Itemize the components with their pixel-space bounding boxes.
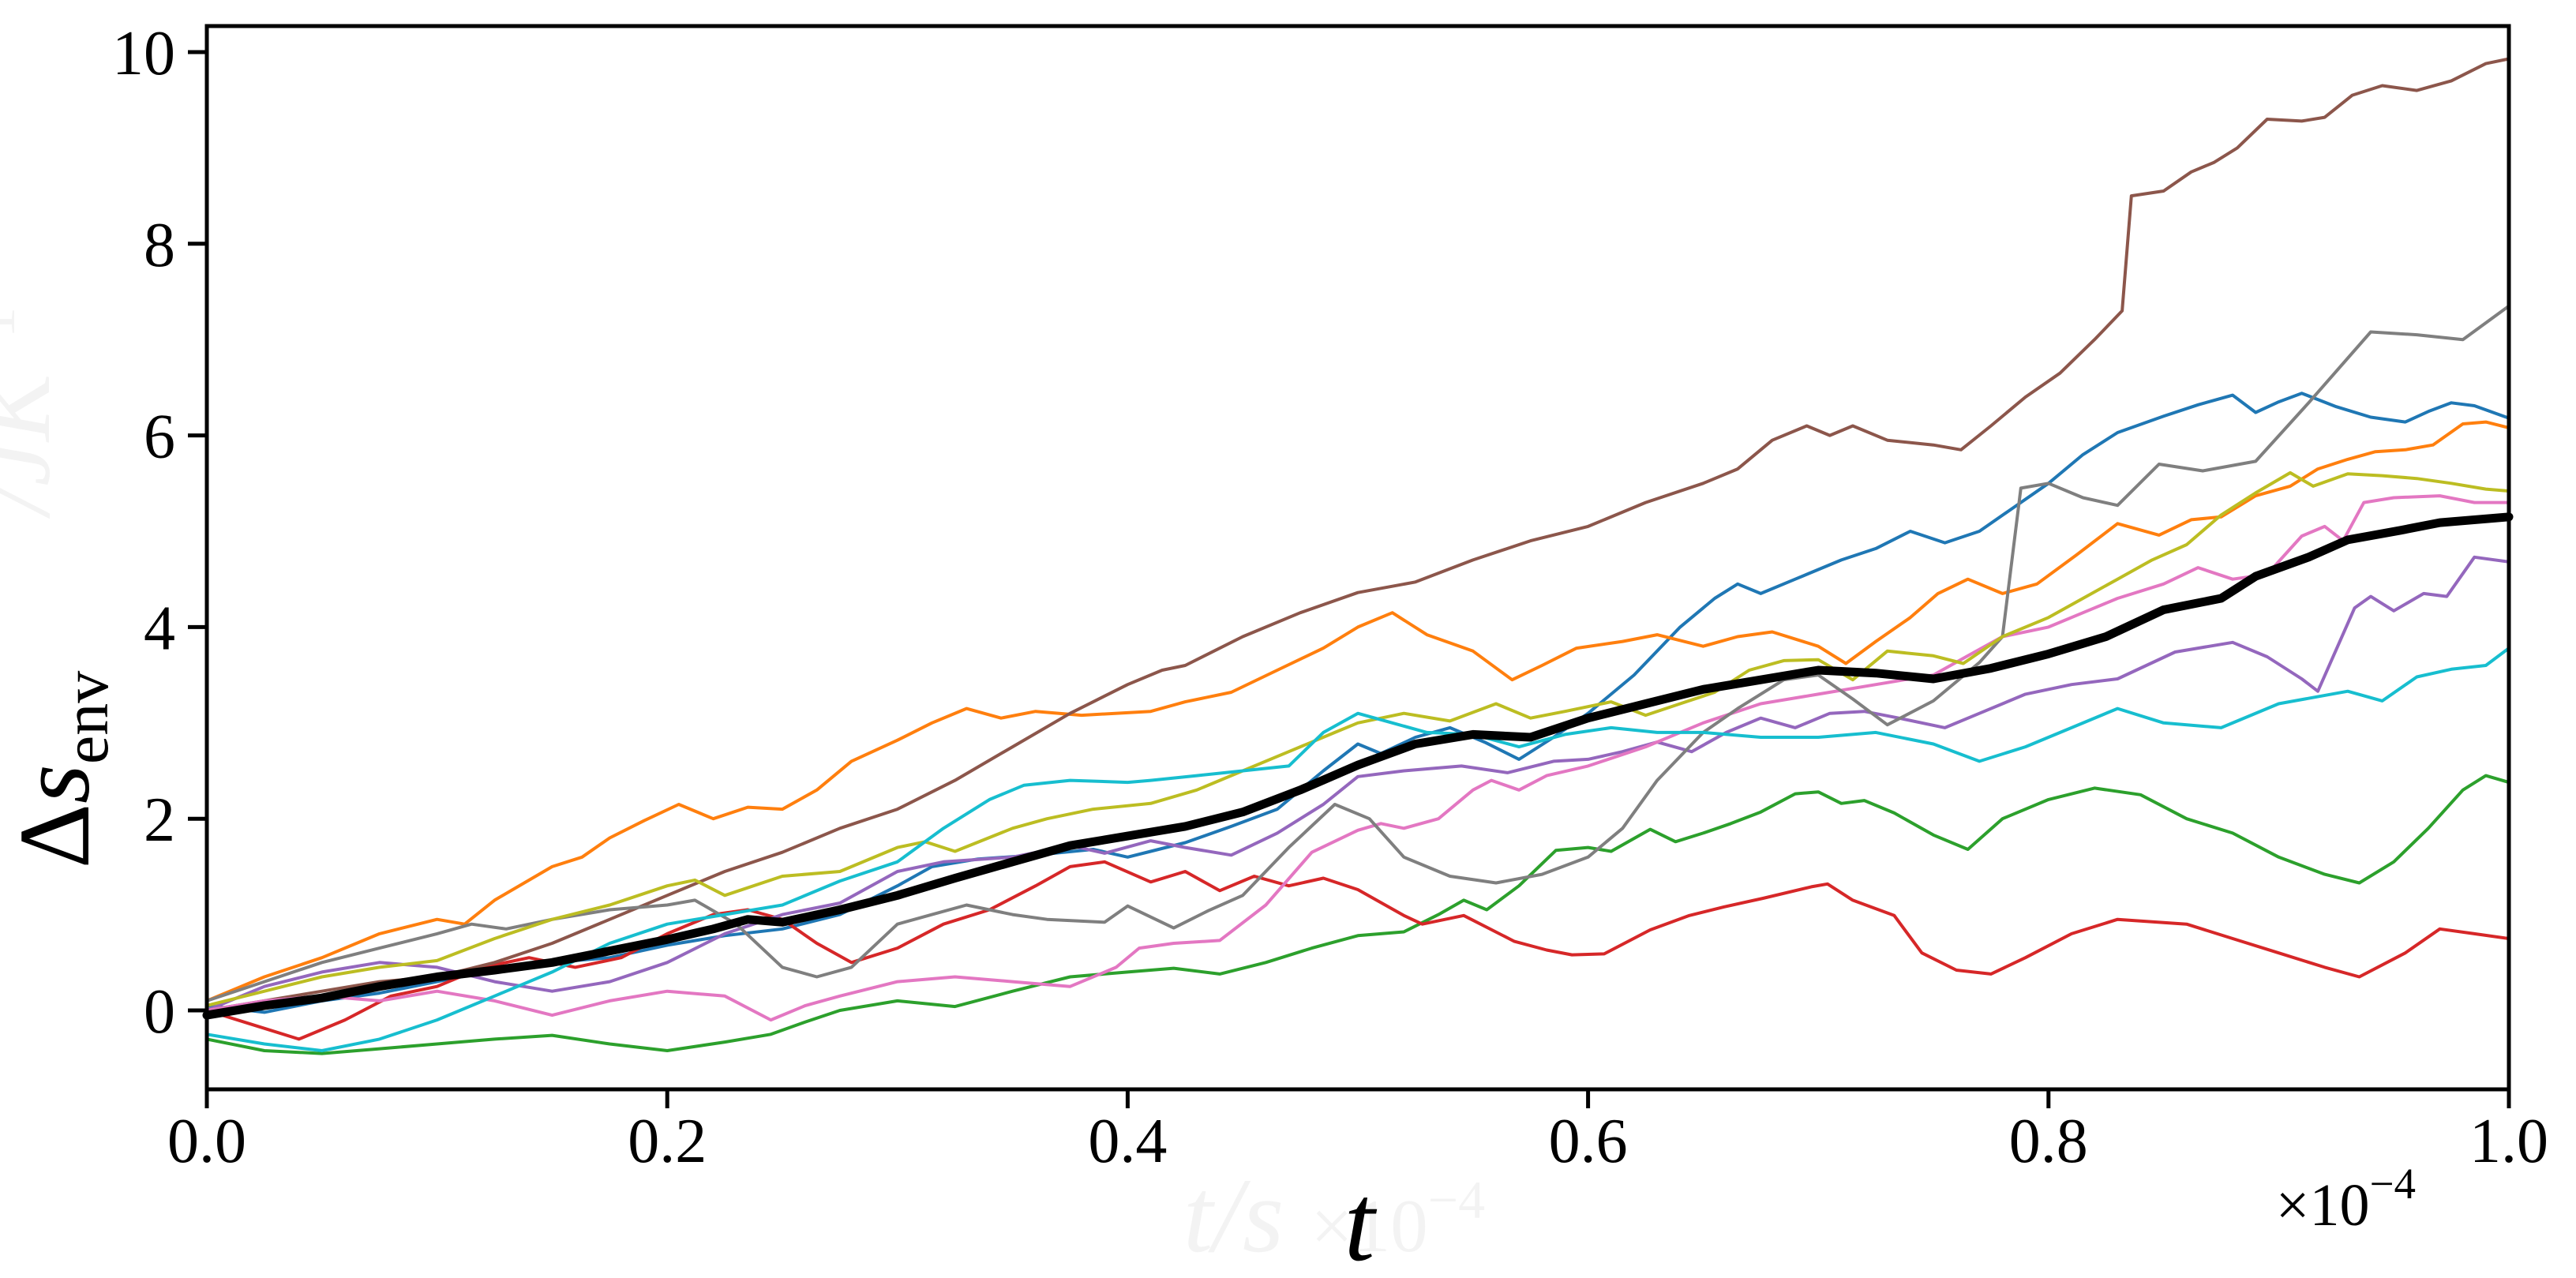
- trajectory-gray: [205, 304, 2510, 1003]
- trajectory-cyan: [205, 646, 2510, 1052]
- x-tick-label: 0.6: [1549, 1107, 1628, 1176]
- x-tick-label: 1.0: [2469, 1107, 2548, 1176]
- x-tick-label: 0.4: [1088, 1107, 1167, 1176]
- x-tick-label: 0.2: [628, 1107, 707, 1176]
- x-tick-label: 0.8: [2009, 1107, 2088, 1176]
- trajectory-red: [205, 860, 2510, 1041]
- mean-trajectory: [202, 512, 2514, 1020]
- plot-area: [202, 57, 2514, 1055]
- axes-frame: [204, 24, 2511, 1092]
- x-axis-offset-label: ×10−4: [2276, 1160, 2416, 1239]
- y-tick-label: 0: [144, 977, 175, 1047]
- trajectory-olive: [205, 470, 2510, 1007]
- y-tick-label: 10: [112, 19, 175, 88]
- trajectory-orange: [205, 420, 2510, 1003]
- trajectory-purple: [205, 555, 2510, 1012]
- y-tick-label: 6: [144, 403, 175, 472]
- y-tick-label: 2: [144, 785, 175, 855]
- x-axis-label: t: [1344, 1162, 1378, 1278]
- ghost-ylabel-remnant: /JK−1: [0, 307, 71, 519]
- trajectory-green: [205, 774, 2510, 1055]
- y-tick-label: 8: [144, 211, 175, 280]
- y-axis-label: Δsenv: [0, 671, 122, 869]
- axes-spines-and-ticks: [188, 24, 2511, 1108]
- trajectory-pink: [205, 494, 2510, 1022]
- ghost-xlabel-remnant: t/s ×10−4: [1183, 1157, 1485, 1275]
- y-tick-label: 4: [144, 594, 175, 663]
- trajectory-brown: [205, 57, 2510, 1012]
- tick-labels: 0.0 0.2 0.4 0.6 0.8 1.0 0 2 4 6 8 10: [112, 19, 2548, 1176]
- x-tick-label: 0.0: [167, 1107, 246, 1176]
